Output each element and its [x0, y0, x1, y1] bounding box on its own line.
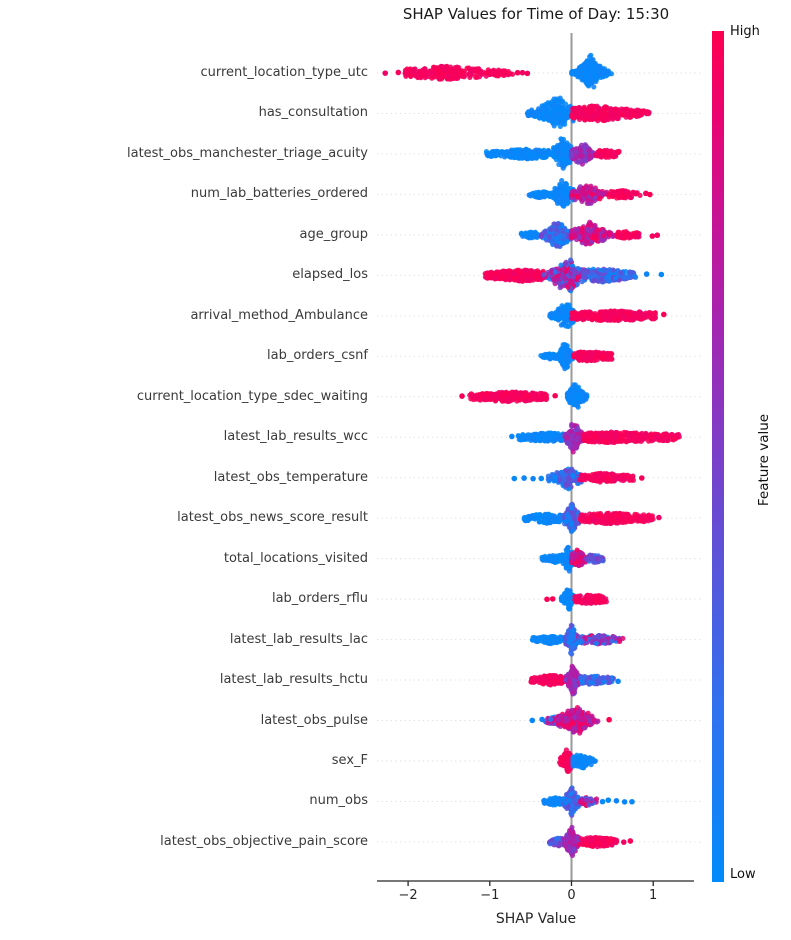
- feature-label: sex_F: [331, 752, 368, 768]
- colorbar-high-label: High: [730, 24, 760, 39]
- feature-label: lab_orders_csnf: [266, 348, 368, 364]
- feature-label: has_consultation: [258, 105, 368, 121]
- x-tick-label: −1: [480, 888, 500, 903]
- x-tick-label: 1: [649, 888, 658, 903]
- feature-label: latest_obs_pulse: [260, 712, 368, 728]
- colorbar-axis-label: Feature value: [756, 413, 772, 507]
- feature-label: age_group: [299, 226, 368, 242]
- x-tick-label: −2: [398, 888, 418, 903]
- feature-label: latest_lab_results_lac: [229, 631, 368, 647]
- feature-label: lab_orders_rflu: [271, 591, 368, 607]
- feature-label: current_location_type_utc: [200, 65, 368, 80]
- chart-title: SHAP Values for Time of Day: 15:30: [402, 5, 670, 23]
- x-tick-label: 0: [567, 888, 576, 903]
- colorbar-gradient: [712, 31, 724, 882]
- feature-label: latest_obs_manchester_triage_acuity: [126, 145, 368, 161]
- feature-label: latest_lab_results_wcc: [223, 429, 368, 445]
- feature-label: num_lab_batteries_ordered: [190, 186, 368, 202]
- feature-label: latest_obs_temperature: [213, 469, 368, 485]
- feature-label: latest_obs_news_score_result: [177, 510, 368, 526]
- feature-label: latest_obs_objective_pain_score: [160, 833, 368, 849]
- colorbar-low-label: Low: [730, 867, 756, 882]
- feature-label: latest_lab_results_hctu: [219, 672, 368, 688]
- feature-label: num_obs: [309, 793, 368, 809]
- feature-label: total_locations_visited: [223, 550, 368, 566]
- x-axis-title: SHAP Value: [495, 911, 577, 927]
- feature-label: current_location_type_sdec_waiting: [136, 388, 368, 404]
- feature-label: arrival_method_Ambulance: [190, 307, 368, 323]
- feature-label: elapsed_los: [292, 267, 368, 283]
